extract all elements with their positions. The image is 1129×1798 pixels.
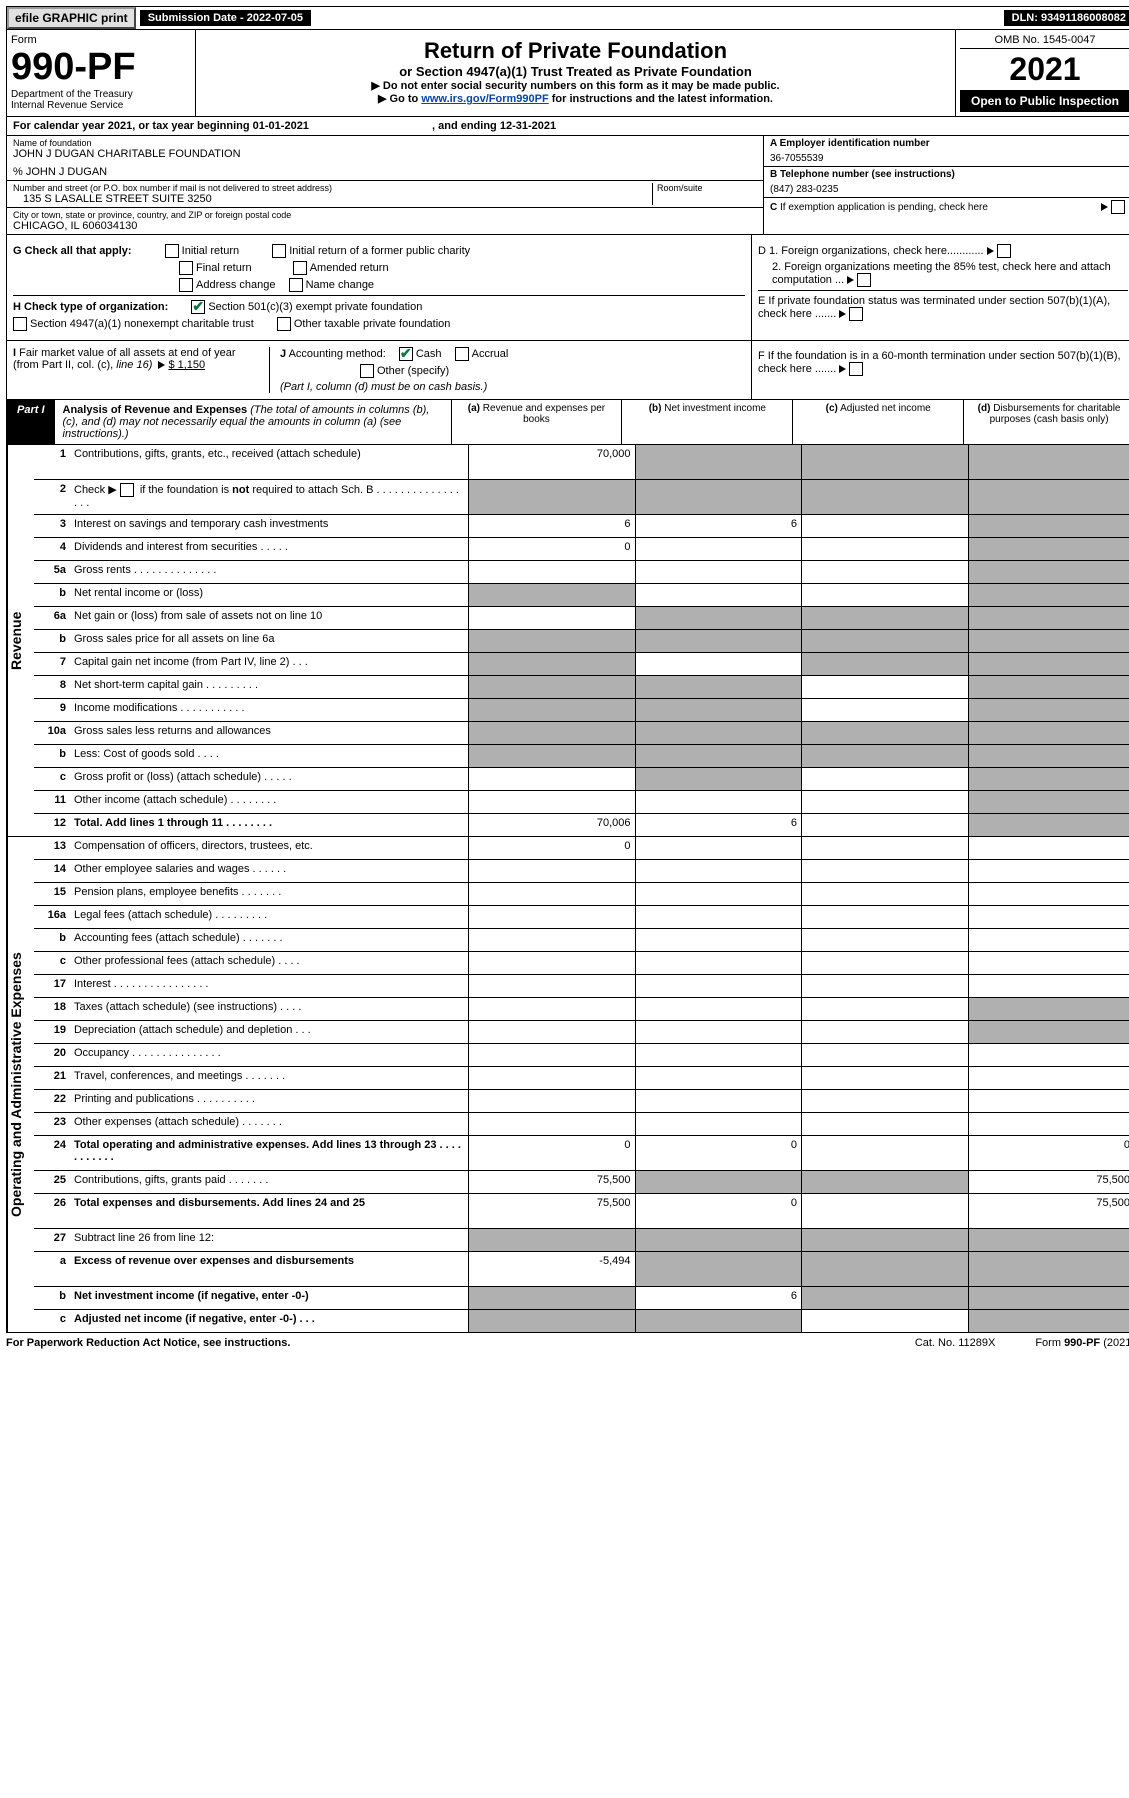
calendar-year-line: For calendar year 2021, or tax year begi… bbox=[6, 117, 1129, 136]
form-subtitle: or Section 4947(a)(1) Trust Treated as P… bbox=[204, 64, 947, 79]
foundation-name: JOHN J DUGAN CHARITABLE FOUNDATION bbox=[13, 148, 757, 160]
terminated-checkbox[interactable] bbox=[849, 307, 863, 321]
line-d1: D 1. Foreign organizations, check here..… bbox=[758, 244, 1128, 258]
initial-return-checkbox[interactable] bbox=[165, 244, 179, 258]
name-change-checkbox[interactable] bbox=[289, 278, 303, 292]
form-number: 990-PF bbox=[11, 46, 191, 89]
efile-print-button[interactable]: efile GRAPHIC print bbox=[7, 7, 136, 29]
form-label: Form bbox=[11, 34, 191, 46]
paperwork-notice: For Paperwork Reduction Act Notice, see … bbox=[6, 1337, 290, 1349]
top-bar: efile GRAPHIC print Submission Date - 20… bbox=[6, 6, 1129, 30]
room-label: Room/suite bbox=[657, 183, 757, 193]
accrual-checkbox[interactable] bbox=[455, 347, 469, 361]
addr-label: Number and street (or P.O. box number if… bbox=[13, 183, 652, 193]
form-footer: Form 990-PF (2021) bbox=[1035, 1337, 1129, 1349]
schb-checkbox[interactable] bbox=[120, 483, 134, 497]
part-1-tab: Part I bbox=[7, 400, 55, 444]
arrow-icon bbox=[839, 310, 846, 318]
instruction-2: ▶ Go to www.irs.gov/Form990PF for instru… bbox=[204, 92, 947, 105]
col-c-header: (c) Adjusted net income bbox=[792, 400, 963, 444]
address-change-checkbox[interactable] bbox=[179, 278, 193, 292]
filer-info-block: Name of foundation JOHN J DUGAN CHARITAB… bbox=[6, 136, 1129, 235]
amended-checkbox[interactable] bbox=[293, 261, 307, 275]
section-i-j-f: I Fair market value of all assets at end… bbox=[6, 341, 1129, 400]
city-label: City or town, state or province, country… bbox=[13, 210, 757, 220]
section-g-h-d: G Check all that apply: Initial return I… bbox=[6, 235, 1129, 341]
exemption-label: If exemption application is pending, che… bbox=[780, 202, 988, 213]
foreign-org-checkbox[interactable] bbox=[997, 244, 1011, 258]
fmv-value: $ 1,150 bbox=[168, 359, 205, 371]
ein-label: A Employer identification number bbox=[770, 138, 1128, 149]
60month-checkbox[interactable] bbox=[849, 362, 863, 376]
arrow-icon bbox=[158, 361, 165, 369]
street-address: 135 S LASALLE STREET SUITE 3250 bbox=[13, 193, 652, 205]
page-footer: For Paperwork Reduction Act Notice, see … bbox=[6, 1333, 1129, 1353]
catalog-number: Cat. No. 11289X bbox=[915, 1337, 996, 1349]
line-h: H Check type of organization: Section 50… bbox=[13, 295, 745, 314]
sec501-checkbox[interactable] bbox=[191, 300, 205, 314]
arrow-icon bbox=[1101, 203, 1108, 211]
exemption-checkbox[interactable] bbox=[1111, 200, 1125, 214]
line-d2: 2. Foreign organizations meeting the 85%… bbox=[758, 261, 1128, 287]
open-to-public: Open to Public Inspection bbox=[960, 90, 1129, 112]
omb-number: OMB No. 1545-0047 bbox=[960, 34, 1129, 49]
care-of: % JOHN J DUGAN bbox=[13, 166, 757, 178]
col-d-header: (d) Disbursements for charitable purpose… bbox=[963, 400, 1129, 444]
foreign-85-checkbox[interactable] bbox=[857, 273, 871, 287]
dln-label: DLN: 93491186008082 bbox=[1004, 10, 1129, 26]
revenue-side-label: Revenue bbox=[7, 445, 34, 836]
initial-former-checkbox[interactable] bbox=[272, 244, 286, 258]
expenses-side-label: Operating and Administrative Expenses bbox=[7, 837, 34, 1332]
col-b-header: (b) Net investment income bbox=[621, 400, 792, 444]
line-f: F If the foundation is in a 60-month ter… bbox=[758, 350, 1128, 376]
ein-value: 36-7055539 bbox=[770, 153, 1128, 164]
arrow-icon bbox=[839, 365, 846, 373]
department: Department of the Treasury Internal Reve… bbox=[11, 89, 191, 111]
expenses-table: Operating and Administrative Expenses 13… bbox=[6, 837, 1129, 1333]
phone-label: B Telephone number (see instructions) bbox=[770, 169, 1128, 180]
other-method-checkbox[interactable] bbox=[360, 364, 374, 378]
revenue-table: Revenue 1Contributions, gifts, grants, e… bbox=[6, 445, 1129, 837]
col-a-header: (a) Revenue and expenses per books bbox=[451, 400, 622, 444]
fmv-label: I Fair market value of all assets at end… bbox=[13, 347, 263, 371]
submission-date: Submission Date - 2022-07-05 bbox=[140, 10, 311, 26]
arrow-icon bbox=[987, 247, 994, 255]
line-e: E If private foundation status was termi… bbox=[758, 290, 1128, 321]
accounting-method: J Accounting method: Cash Accrual bbox=[280, 347, 745, 361]
name-label: Name of foundation bbox=[13, 138, 757, 148]
arrow-icon bbox=[847, 276, 854, 284]
sec4947-checkbox[interactable] bbox=[13, 317, 27, 331]
tax-year: 2021 bbox=[960, 51, 1129, 88]
form-link[interactable]: www.irs.gov/Form990PF bbox=[421, 93, 548, 105]
city-state-zip: CHICAGO, IL 606034130 bbox=[13, 220, 757, 232]
phone-value: (847) 283-0235 bbox=[770, 184, 1128, 195]
cash-basis-note: (Part I, column (d) must be on cash basi… bbox=[280, 381, 487, 393]
form-header: Form 990-PF Department of the Treasury I… bbox=[6, 30, 1129, 117]
form-title: Return of Private Foundation bbox=[204, 38, 947, 64]
cash-checkbox[interactable] bbox=[399, 347, 413, 361]
instruction-1: ▶ Do not enter social security numbers o… bbox=[204, 79, 947, 92]
part-1-header: Part I Analysis of Revenue and Expenses … bbox=[6, 400, 1129, 445]
final-return-checkbox[interactable] bbox=[179, 261, 193, 275]
line-g: G Check all that apply: Initial return I… bbox=[13, 244, 745, 258]
other-taxable-checkbox[interactable] bbox=[277, 317, 291, 331]
